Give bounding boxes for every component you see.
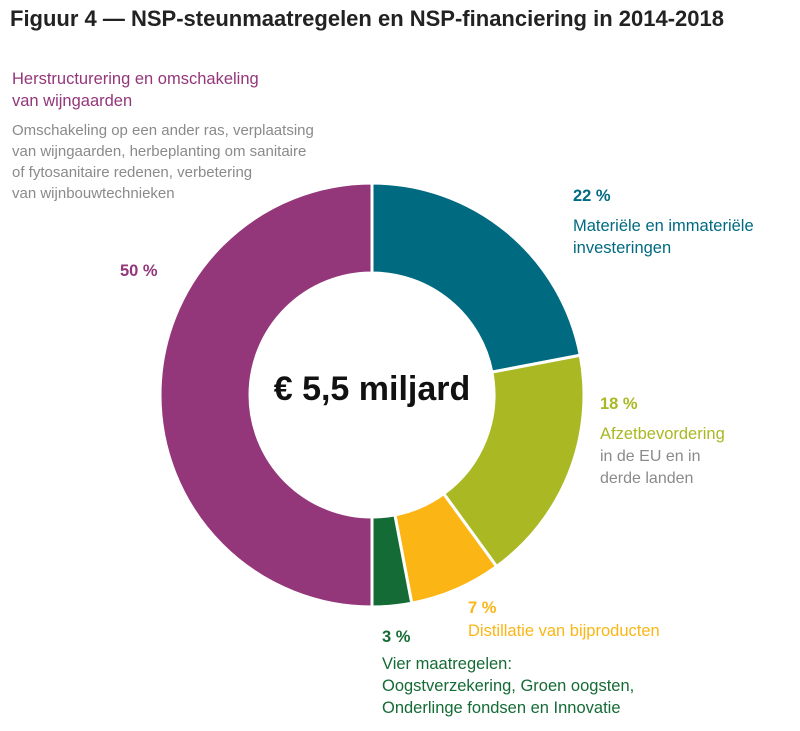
pct-label-investeringen: 22 %	[573, 185, 611, 207]
legend-name-line: Materiële en immateriële	[573, 215, 754, 237]
legend-desc-line: Omschakeling op een ander ras, verplaats…	[12, 120, 314, 141]
legend-desc-afzetbevordering: in de EU en in derde landen	[600, 446, 701, 490]
pct-label-herstructurering: 50 %	[120, 260, 158, 282]
legend-name-herstructurering: Herstructurering en omschakeling van wij…	[12, 68, 259, 112]
pct-label-distillatie: 7 %	[468, 597, 496, 619]
center-total-label: € 5,5 miljard	[222, 370, 522, 409]
legend-desc-herstructurering: Omschakeling op een ander ras, verplaats…	[12, 120, 314, 204]
legend-name-line: investeringen	[573, 237, 754, 259]
legend-desc-line: derde landen	[600, 468, 701, 490]
pct-label-afzetbevordering: 18 %	[600, 393, 638, 415]
pct-label-vier-maatregelen: 3 %	[382, 626, 410, 648]
legend-name-line: Herstructurering en omschakeling	[12, 68, 259, 90]
legend-name-line: Oogstverzekering, Groen oogsten,	[382, 675, 634, 697]
legend-name-investeringen: Materiële en immateriële investeringen	[573, 215, 754, 259]
legend-desc-line: in de EU en in	[600, 446, 701, 468]
legend-name-line: van wijngaarden	[12, 90, 259, 112]
legend-desc-line: van wijngaarden, herbeplanting om sanita…	[12, 141, 314, 162]
legend-desc-line: of fytosanitaire redenen, verbetering	[12, 162, 314, 183]
legend-name-afzetbevordering: Afzetbevordering	[600, 423, 725, 445]
legend-name-line: Vier maatregelen:	[382, 653, 634, 675]
legend-name-distillatie: Distillatie van bijproducten	[468, 620, 660, 642]
legend-name-vier-maatregelen: Vier maatregelen: Oogstverzekering, Groe…	[382, 653, 634, 719]
donut-slice-0	[372, 183, 580, 372]
legend-name-line: Onderlinge fondsen en Innovatie	[382, 697, 634, 719]
legend-desc-line: van wijnbouwtechnieken	[12, 183, 314, 204]
